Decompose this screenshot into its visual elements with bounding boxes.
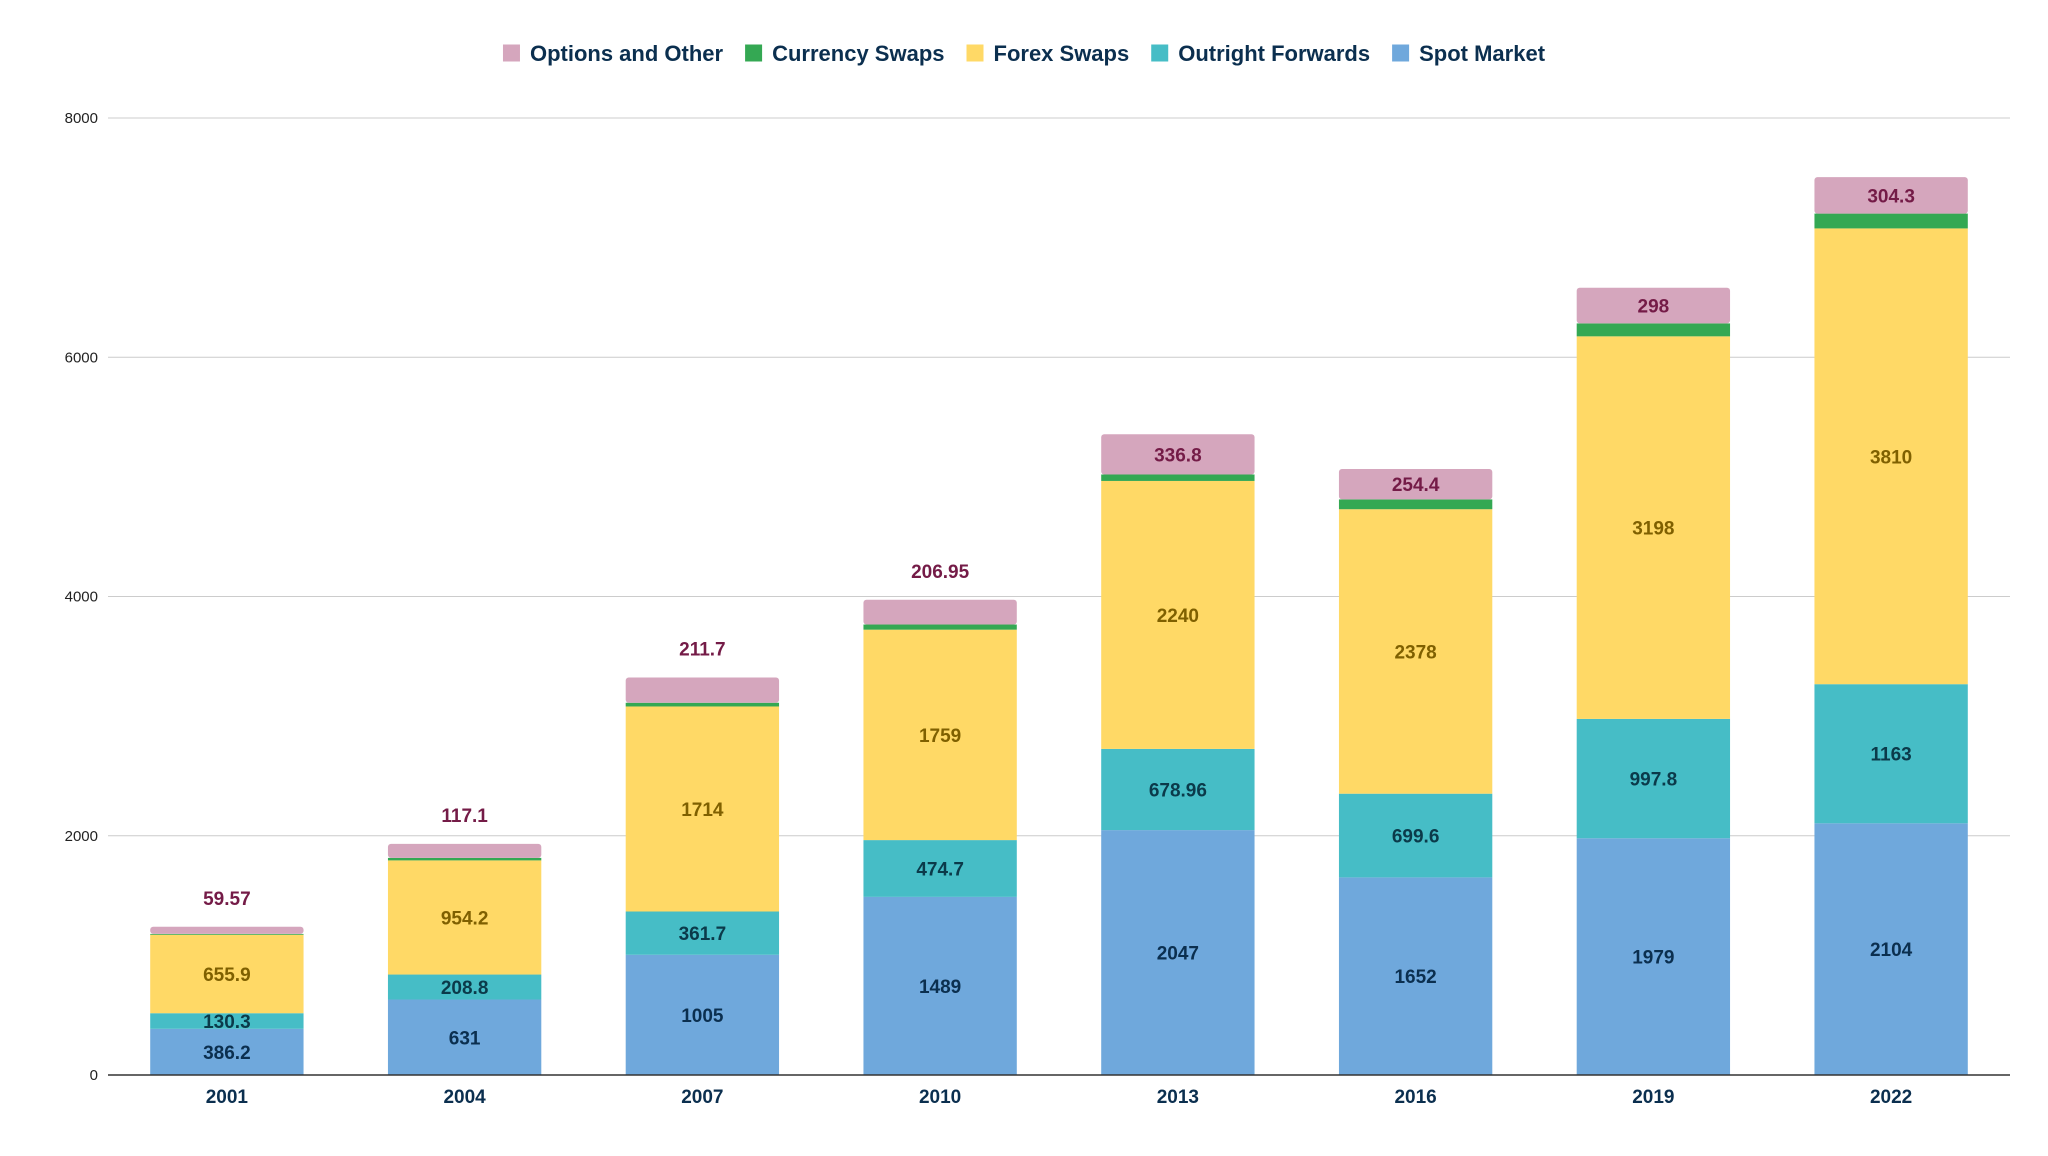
data-label: 1005 <box>681 1006 724 1027</box>
bar-segment <box>863 629 1017 841</box>
data-label: 2047 <box>1157 944 1199 965</box>
bar-segment <box>1576 336 1731 719</box>
bar-segment <box>625 954 780 1075</box>
bar-segment <box>1101 480 1255 749</box>
bar-segment <box>625 706 780 912</box>
data-label: 298 <box>1638 297 1670 318</box>
bar-segment <box>150 926 304 934</box>
data-label: 1163 <box>1871 745 1912 766</box>
data-label: 954.2 <box>441 908 489 929</box>
y-tick-label: 0 <box>90 1067 98 1084</box>
y-tick-label: 2000 <box>65 828 98 845</box>
legend-label: Spot Market <box>1419 41 1546 66</box>
bar-segment <box>625 702 780 707</box>
x-tick-label: 2001 <box>206 1087 249 1108</box>
data-label: 1714 <box>681 800 724 821</box>
bar-segment <box>1338 468 1493 500</box>
data-label: 386.2 <box>203 1043 251 1064</box>
bar-segment <box>863 599 1017 625</box>
data-label: 3198 <box>1632 519 1674 540</box>
data-label: 474.7 <box>916 859 964 880</box>
bar-segment <box>1101 748 1255 831</box>
bar-segment <box>1814 823 1968 1075</box>
y-tick-label: 8000 <box>65 110 98 127</box>
x-tick-label: 2019 <box>1632 1087 1674 1108</box>
data-label: 2378 <box>1394 642 1436 663</box>
bar-segment <box>387 999 542 1075</box>
data-label: 655.9 <box>203 965 251 986</box>
bar-segment <box>1338 499 1493 510</box>
data-label: 1489 <box>919 977 961 998</box>
legend-swatch <box>966 44 984 62</box>
data-label: 3810 <box>1870 447 1912 468</box>
legend-swatch <box>1151 44 1169 62</box>
legend-label: Outright Forwards <box>1178 41 1370 66</box>
bar-segment <box>1101 434 1255 475</box>
bar-segment <box>1814 213 1968 229</box>
bar-segment <box>1576 718 1731 839</box>
bar-segment <box>863 624 1017 630</box>
bar-segment <box>150 1028 304 1075</box>
bar-segment <box>387 974 542 1000</box>
bar-segment <box>1576 323 1731 337</box>
bar-segment <box>1814 228 1968 685</box>
data-label: 336.8 <box>1154 445 1202 466</box>
bar-segment <box>1101 474 1255 481</box>
bar-segment <box>1338 793 1493 878</box>
data-label: 211.7 <box>679 639 726 660</box>
bar-segment <box>1814 177 1968 214</box>
legend-swatch <box>745 44 763 62</box>
bar-segment <box>150 934 304 1014</box>
legend-label: Options and Other <box>530 41 724 66</box>
y-tick-label: 6000 <box>65 349 98 366</box>
bar-segment <box>150 933 304 935</box>
bar-segment <box>150 1013 304 1029</box>
data-label: 59.57 <box>203 889 251 910</box>
legend-swatch <box>1392 44 1410 62</box>
data-label: 208.8 <box>441 978 489 999</box>
bar-segment <box>387 857 542 861</box>
data-label: 997.8 <box>1630 770 1678 791</box>
data-label: 1979 <box>1632 948 1674 969</box>
data-label: 361.7 <box>679 924 727 945</box>
bar-segment <box>387 860 542 975</box>
bar-segment <box>625 677 780 703</box>
data-label: 130.3 <box>203 1012 251 1033</box>
data-label: 304.3 <box>1867 186 1915 207</box>
bar-segment <box>1101 830 1255 1075</box>
x-tick-label: 2022 <box>1870 1087 1912 1108</box>
data-label: 1652 <box>1394 967 1436 988</box>
data-label: 206.95 <box>911 562 970 583</box>
data-label: 254.4 <box>1392 475 1440 496</box>
data-label: 2104 <box>1870 940 1913 961</box>
x-tick-label: 2007 <box>681 1087 723 1108</box>
x-tick-label: 2004 <box>443 1087 486 1108</box>
legend-label: Currency Swaps <box>772 41 944 66</box>
bar-segment <box>625 911 780 955</box>
data-label: 699.6 <box>1392 827 1440 848</box>
data-label: 631 <box>449 1028 481 1049</box>
x-tick-label: 2010 <box>919 1087 961 1108</box>
bar-segment <box>1338 509 1493 794</box>
y-tick-label: 4000 <box>65 589 98 606</box>
bar-segment <box>387 843 542 858</box>
bar-segment <box>863 840 1017 897</box>
bar-segment <box>1338 877 1493 1075</box>
data-label: 1759 <box>919 726 961 747</box>
data-label: 678.96 <box>1149 781 1207 802</box>
bar-segment <box>1576 287 1731 324</box>
bar-segment <box>1576 838 1731 1075</box>
bar-segment <box>1814 684 1968 824</box>
data-label: 117.1 <box>441 806 488 827</box>
legend-swatch <box>502 44 520 62</box>
x-tick-label: 2016 <box>1394 1087 1436 1108</box>
x-tick-label: 2013 <box>1157 1087 1199 1108</box>
data-label: 2240 <box>1157 606 1199 627</box>
legend-label: Forex Swaps <box>994 41 1130 66</box>
bar-segment <box>863 896 1017 1075</box>
